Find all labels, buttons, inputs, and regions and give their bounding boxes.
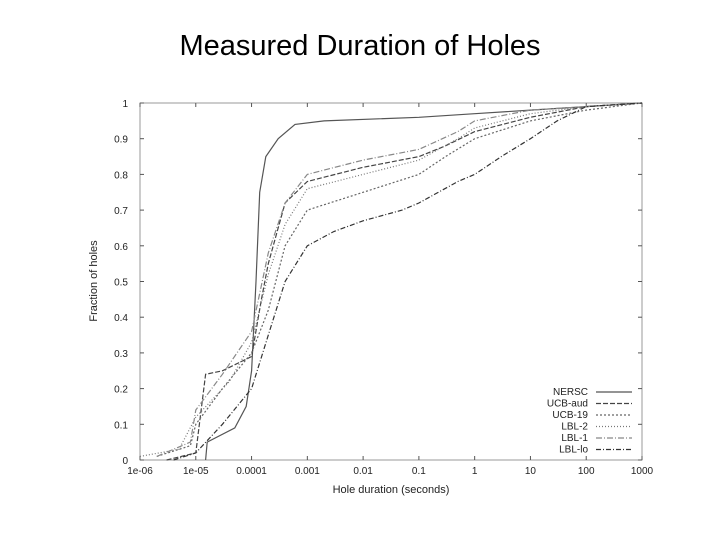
slide-title: Measured Duration of Holes — [179, 30, 541, 62]
legend-label: LBL-1 — [561, 433, 588, 444]
legend-label: LBL-lo — [559, 445, 588, 456]
series-line-lbl-lo — [173, 102, 643, 461]
y-axis-label: Fraction of holes — [88, 240, 100, 322]
x-axis: 1e-06 1e-05 0.0001 0.001 0.01 0.1 1 10 100 1000 — [127, 103, 654, 477]
y-tick-label: 0.7 — [114, 206, 128, 217]
x-tick-label: 0.001 — [295, 466, 320, 477]
x-tick-label: 1000 — [631, 466, 654, 477]
x-tick-label: 1e-05 — [183, 466, 209, 477]
y-tick-label: 1 — [122, 99, 128, 110]
y-tick-label: 0.9 — [114, 135, 128, 146]
legend-label: LBL-2 — [561, 422, 588, 433]
x-tick-label: 1e-06 — [127, 466, 153, 477]
series-line-ucb-19 — [156, 102, 643, 457]
y-tick-label: 0.6 — [114, 242, 128, 253]
x-tick-label: 10 — [525, 466, 537, 477]
x-tick-label: 0.01 — [353, 466, 373, 477]
y-tick-label: 0.3 — [114, 349, 128, 360]
x-tick-label: 1 — [472, 466, 478, 477]
legend-label: NERSC — [553, 387, 588, 398]
y-tick-label: 0.5 — [114, 278, 128, 289]
x-axis-label: Hole duration (seconds) — [333, 484, 450, 496]
legend-label: UCB-19 — [552, 410, 588, 421]
y-tick-label: 0.8 — [114, 170, 128, 181]
y-tick-label: 0.4 — [114, 313, 128, 324]
x-tick-label: 0.0001 — [236, 466, 267, 477]
series-line-lbl-1 — [156, 102, 643, 457]
series-lines — [139, 102, 643, 461]
series-line-lbl-2 — [139, 102, 643, 457]
y-tick-label: 0 — [122, 456, 128, 467]
x-tick-label: 100 — [578, 466, 595, 477]
y-axis: 0 0.1 0.2 0.3 0.4 0.5 0.6 0.7 0.8 0.9 1 — [114, 99, 642, 467]
y-tick-label: 0.2 — [114, 385, 128, 396]
y-tick-label: 0.1 — [114, 420, 128, 431]
series-line-nersc — [205, 102, 643, 461]
legend-label: UCB-aud — [547, 399, 588, 410]
x-tick-label: 0.1 — [412, 466, 426, 477]
